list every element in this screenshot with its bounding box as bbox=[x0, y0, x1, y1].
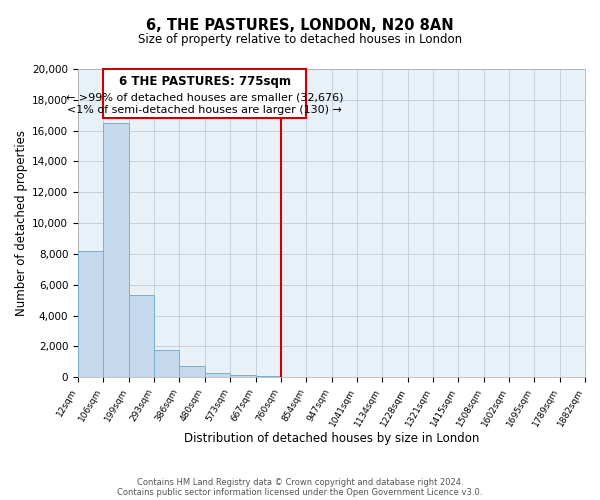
Y-axis label: Number of detached properties: Number of detached properties bbox=[15, 130, 28, 316]
Text: ← >99% of detached houses are smaller (32,676): ← >99% of detached houses are smaller (3… bbox=[66, 93, 344, 103]
Bar bbox=[230, 375, 256, 377]
Text: <1% of semi-detached houses are larger (130) →: <1% of semi-detached houses are larger (… bbox=[67, 105, 343, 115]
Text: 6 THE PASTURES: 775sqm: 6 THE PASTURES: 775sqm bbox=[119, 75, 291, 88]
Text: Contains public sector information licensed under the Open Government Licence v3: Contains public sector information licen… bbox=[118, 488, 482, 497]
Bar bbox=[103, 123, 129, 377]
Bar bbox=[129, 296, 154, 377]
Bar bbox=[154, 350, 179, 377]
X-axis label: Distribution of detached houses by size in London: Distribution of detached houses by size … bbox=[184, 432, 479, 445]
Text: Size of property relative to detached houses in London: Size of property relative to detached ho… bbox=[138, 32, 462, 46]
Text: 6, THE PASTURES, LONDON, N20 8AN: 6, THE PASTURES, LONDON, N20 8AN bbox=[146, 18, 454, 32]
Bar bbox=[205, 372, 230, 377]
Text: Contains HM Land Registry data © Crown copyright and database right 2024.: Contains HM Land Registry data © Crown c… bbox=[137, 478, 463, 487]
Bar bbox=[78, 251, 103, 377]
Bar bbox=[179, 366, 205, 377]
Bar bbox=[256, 376, 281, 377]
